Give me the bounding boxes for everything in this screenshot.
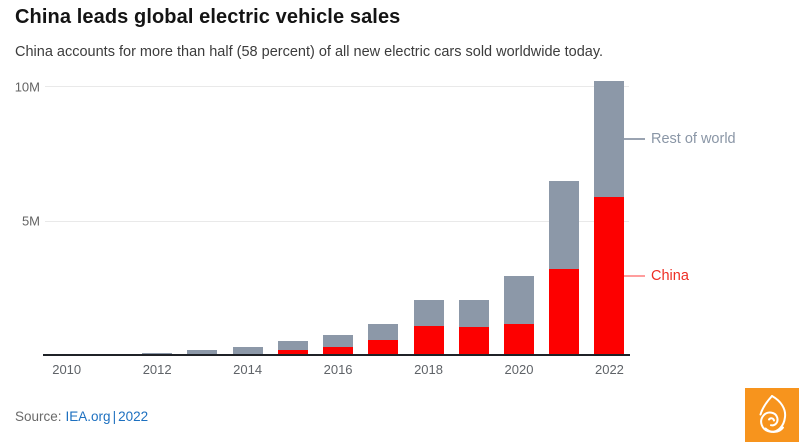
source-line: Source: IEA.org | 2022 xyxy=(15,409,148,424)
x-axis-label-2022: 2022 xyxy=(594,362,624,377)
x-axis-line xyxy=(43,354,630,356)
bar-segment-2013-rest-of-world xyxy=(187,350,218,356)
bar-segment-2022-china xyxy=(594,196,625,356)
gridline-5M xyxy=(45,220,629,222)
al-jazeera-logo xyxy=(745,388,799,442)
bar-segment-2012-rest-of-world xyxy=(142,352,173,356)
bar-segment-2015-china xyxy=(277,349,308,356)
x-axis-label-2016: 2016 xyxy=(323,362,353,377)
legend-rest-of-world-label: Rest of world xyxy=(651,130,736,147)
bar-segment-2019-china xyxy=(458,326,489,356)
chart-title: China leads global electric vehicle sale… xyxy=(15,6,401,28)
bar-segment-2022-rest-of-world xyxy=(594,81,625,197)
bar-segment-2017-china xyxy=(368,339,399,356)
y-axis-label: 5M xyxy=(21,213,40,229)
bar-segment-2016-china xyxy=(323,346,354,356)
bar-segment-2016-rest-of-world xyxy=(323,335,354,347)
y-axis-label: 10M xyxy=(14,79,40,94)
bar-segment-2015-rest-of-world xyxy=(277,340,308,350)
bar-segment-2018-rest-of-world xyxy=(413,300,444,327)
legend-rest-of-world-callout-line xyxy=(624,137,645,140)
x-axis-label-2014: 2014 xyxy=(233,362,263,377)
bar-segment-2020-china xyxy=(504,324,534,356)
bar-segment-2017-rest-of-world xyxy=(368,323,399,340)
bar-segment-2019-rest-of-world xyxy=(458,300,489,327)
source-link-iea[interactable]: IEA.org xyxy=(65,409,111,424)
gridline-10M xyxy=(45,86,629,87)
x-axis-label-2012: 2012 xyxy=(142,362,172,377)
source-prefix: Source: xyxy=(15,409,62,424)
bar-segment-2014-rest-of-world xyxy=(232,346,263,354)
x-axis-label-2020: 2020 xyxy=(504,362,534,377)
x-axis-label-2018: 2018 xyxy=(414,362,443,377)
legend-china-label: China xyxy=(651,268,689,285)
al-jazeera-flame-icon xyxy=(759,395,787,433)
bar-segment-2018-china xyxy=(413,326,444,356)
source-link-year[interactable]: 2022 xyxy=(118,409,149,424)
source-separator: | xyxy=(112,409,117,424)
bar-segment-2020-rest-of-world xyxy=(504,275,534,325)
x-axis-label-2010: 2010 xyxy=(52,362,82,377)
bar-segment-2021-rest-of-world xyxy=(549,180,580,270)
legend-china-callout-line xyxy=(624,275,645,278)
bar-segment-2021-china xyxy=(549,269,580,356)
chart-subtitle: China accounts for more than half (58 pe… xyxy=(15,44,604,60)
